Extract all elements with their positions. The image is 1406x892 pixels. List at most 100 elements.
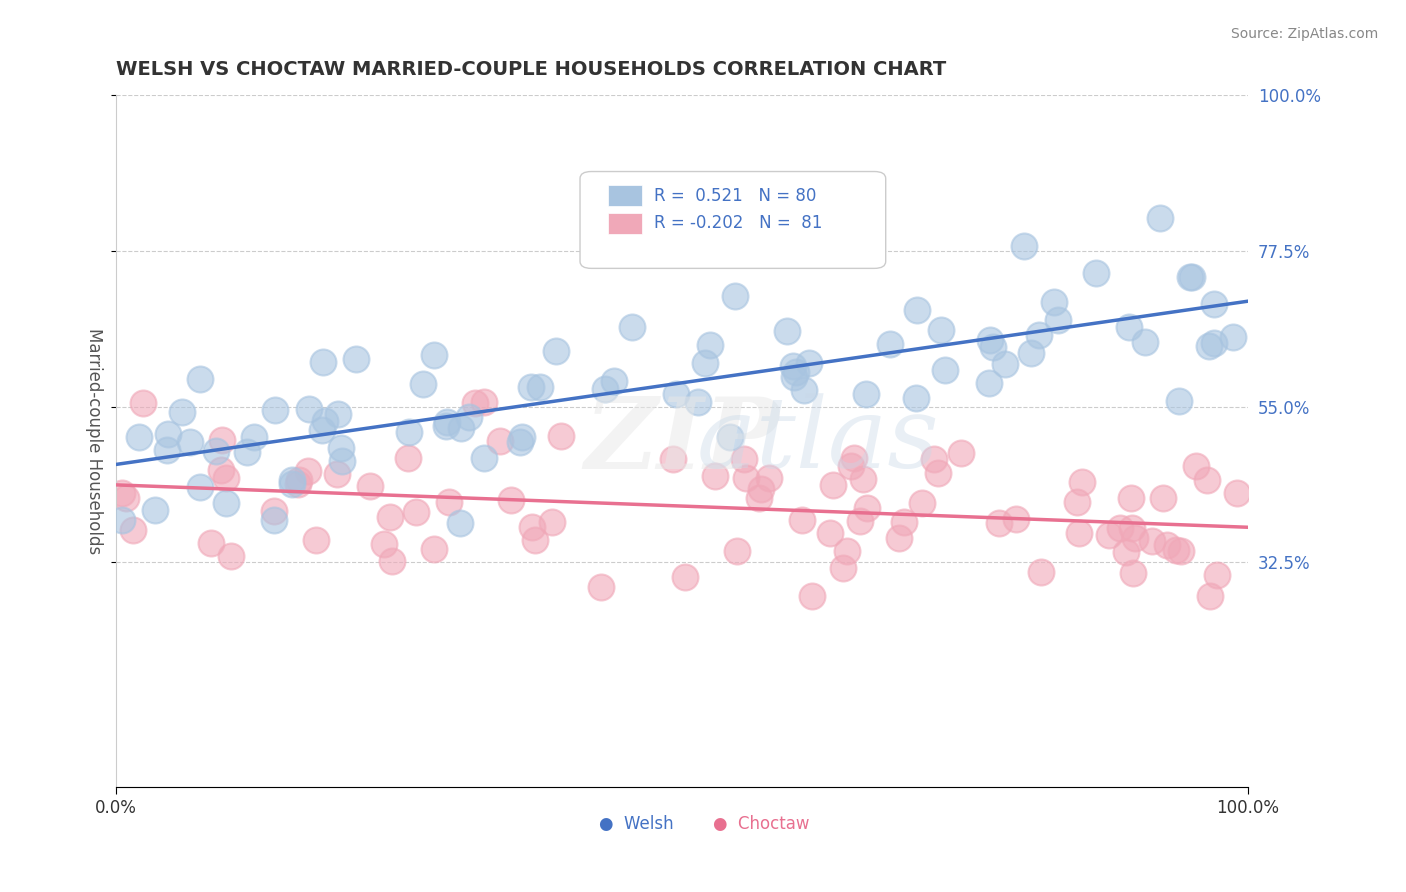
Point — [849, 514, 872, 528]
Point — [856, 500, 879, 515]
Point — [219, 549, 242, 563]
Point — [529, 380, 551, 394]
Point — [1115, 545, 1137, 559]
Point — [544, 343, 567, 358]
Point — [378, 510, 401, 524]
Point — [215, 496, 238, 510]
FancyBboxPatch shape — [609, 186, 643, 206]
Point — [893, 515, 915, 529]
Point — [472, 394, 495, 409]
Point — [977, 376, 1000, 390]
Point — [1121, 521, 1143, 535]
Point — [287, 476, 309, 491]
Point — [243, 430, 266, 444]
Point — [1178, 270, 1201, 285]
Point — [1199, 589, 1222, 603]
Point — [437, 494, 460, 508]
Point — [1085, 266, 1108, 280]
Point — [1043, 295, 1066, 310]
Point — [523, 533, 546, 547]
Point — [205, 443, 228, 458]
Point — [1168, 394, 1191, 409]
FancyBboxPatch shape — [581, 171, 886, 268]
Point — [1181, 269, 1204, 284]
Point — [1121, 491, 1143, 506]
Point — [1069, 526, 1091, 541]
Point — [520, 520, 543, 534]
Point — [801, 589, 824, 603]
FancyBboxPatch shape — [609, 213, 643, 234]
Point — [423, 348, 446, 362]
Point — [749, 483, 772, 497]
Point — [1140, 533, 1163, 548]
Point — [1170, 544, 1192, 558]
Point — [326, 407, 349, 421]
Point — [983, 340, 1005, 354]
Point — [179, 434, 201, 449]
Point — [724, 289, 747, 303]
Point — [422, 542, 444, 557]
Text: Source: ZipAtlas.com: Source: ZipAtlas.com — [1230, 27, 1378, 41]
Point — [1098, 528, 1121, 542]
Point — [200, 536, 222, 550]
Point — [603, 374, 626, 388]
Point — [1149, 211, 1171, 225]
Point — [979, 333, 1001, 347]
Point — [733, 451, 755, 466]
Point — [1195, 474, 1218, 488]
Point — [1152, 491, 1174, 505]
Point — [748, 491, 770, 505]
Point — [263, 504, 285, 518]
Point — [686, 395, 709, 409]
Point — [839, 458, 862, 473]
Point — [1118, 320, 1140, 334]
Point — [927, 466, 949, 480]
Point — [758, 471, 780, 485]
Point — [1028, 327, 1050, 342]
Point — [110, 486, 132, 500]
Point — [1185, 459, 1208, 474]
Point — [412, 377, 434, 392]
Point — [797, 356, 820, 370]
Point — [188, 479, 211, 493]
Point — [704, 469, 727, 483]
Point — [662, 451, 685, 466]
Point — [665, 386, 688, 401]
Point — [519, 380, 541, 394]
Point — [326, 467, 349, 482]
Point — [132, 395, 155, 409]
Point — [855, 386, 877, 401]
Point — [264, 403, 287, 417]
Point — [1222, 330, 1244, 344]
Point — [1047, 312, 1070, 326]
Point — [488, 434, 510, 449]
Point — [122, 523, 145, 537]
Point — [143, 503, 166, 517]
Point — [929, 323, 952, 337]
Point — [949, 446, 972, 460]
Point — [501, 493, 523, 508]
Point — [793, 383, 815, 397]
Point — [211, 433, 233, 447]
Point — [263, 512, 285, 526]
Point — [922, 452, 945, 467]
Point — [115, 491, 138, 506]
Point — [718, 429, 741, 443]
Point — [298, 401, 321, 416]
Point — [1029, 565, 1052, 579]
Point — [1123, 531, 1146, 545]
Point — [405, 506, 427, 520]
Point — [457, 410, 479, 425]
Point — [1156, 538, 1178, 552]
Point — [398, 425, 420, 440]
Point — [373, 537, 395, 551]
Point — [1066, 494, 1088, 508]
Point — [550, 429, 572, 443]
Point — [281, 473, 304, 487]
Point — [907, 303, 929, 318]
Point — [314, 414, 336, 428]
Point — [889, 531, 911, 545]
Point — [449, 516, 471, 530]
Text: ●  Welsh: ● Welsh — [599, 814, 673, 833]
Point — [464, 395, 486, 409]
